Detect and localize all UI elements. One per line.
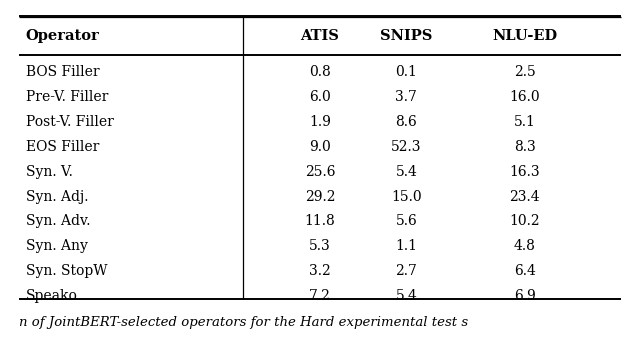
Text: 0.8: 0.8 bbox=[309, 66, 331, 79]
Text: 16.3: 16.3 bbox=[509, 165, 540, 179]
Text: ATIS: ATIS bbox=[301, 29, 339, 43]
Text: 1.9: 1.9 bbox=[309, 115, 331, 129]
Text: Post-V. Filler: Post-V. Filler bbox=[26, 115, 113, 129]
Text: Operator: Operator bbox=[26, 29, 99, 43]
Text: EOS Filler: EOS Filler bbox=[26, 140, 99, 154]
Text: 5.4: 5.4 bbox=[396, 289, 417, 303]
Text: 10.2: 10.2 bbox=[509, 215, 540, 228]
Text: 15.0: 15.0 bbox=[391, 190, 422, 204]
Text: 4.8: 4.8 bbox=[514, 239, 536, 253]
Text: Syn. V.: Syn. V. bbox=[26, 165, 72, 179]
Text: 29.2: 29.2 bbox=[305, 190, 335, 204]
Text: Syn. Any: Syn. Any bbox=[26, 239, 88, 253]
Text: 3.2: 3.2 bbox=[309, 264, 331, 278]
Text: Syn. Adv.: Syn. Adv. bbox=[26, 215, 90, 228]
Text: 9.0: 9.0 bbox=[309, 140, 331, 154]
Text: SNIPS: SNIPS bbox=[380, 29, 433, 43]
Text: 5.4: 5.4 bbox=[396, 165, 417, 179]
Text: Pre-V. Filler: Pre-V. Filler bbox=[26, 90, 108, 104]
Text: 2.7: 2.7 bbox=[396, 264, 417, 278]
Text: 2.5: 2.5 bbox=[514, 66, 536, 79]
Text: 5.1: 5.1 bbox=[514, 115, 536, 129]
Text: 7.2: 7.2 bbox=[309, 289, 331, 303]
Text: 6.0: 6.0 bbox=[309, 90, 331, 104]
Text: 25.6: 25.6 bbox=[305, 165, 335, 179]
Text: n of JointBERT-selected operators for the Hard experimental test s: n of JointBERT-selected operators for th… bbox=[19, 316, 468, 329]
Text: 1.1: 1.1 bbox=[396, 239, 417, 253]
Text: Syn. Adj.: Syn. Adj. bbox=[26, 190, 88, 204]
Text: 16.0: 16.0 bbox=[509, 90, 540, 104]
Text: NLU-ED: NLU-ED bbox=[492, 29, 557, 43]
Text: 5.6: 5.6 bbox=[396, 215, 417, 228]
Text: 5.3: 5.3 bbox=[309, 239, 331, 253]
Text: BOS Filler: BOS Filler bbox=[26, 66, 99, 79]
Text: 6.4: 6.4 bbox=[514, 264, 536, 278]
Text: 52.3: 52.3 bbox=[391, 140, 422, 154]
Text: 8.6: 8.6 bbox=[396, 115, 417, 129]
Text: 3.7: 3.7 bbox=[396, 90, 417, 104]
Text: 23.4: 23.4 bbox=[509, 190, 540, 204]
Text: 11.8: 11.8 bbox=[305, 215, 335, 228]
Text: Syn. StopW: Syn. StopW bbox=[26, 264, 107, 278]
Text: Speako: Speako bbox=[26, 289, 77, 303]
Text: 0.1: 0.1 bbox=[396, 66, 417, 79]
Text: 8.3: 8.3 bbox=[514, 140, 536, 154]
Text: 6.9: 6.9 bbox=[514, 289, 536, 303]
